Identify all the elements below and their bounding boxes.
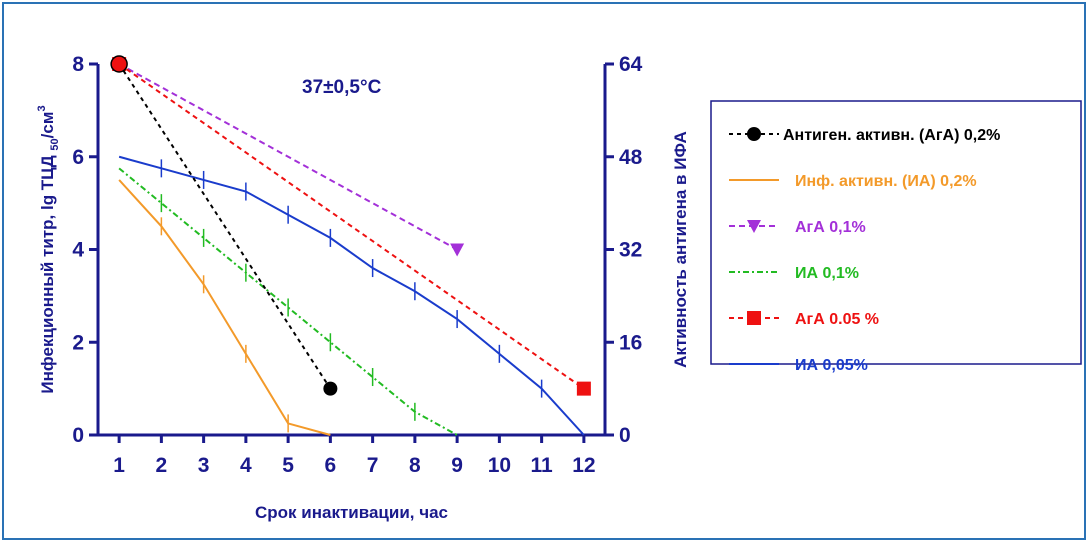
y-right-tick-label: 32 (619, 239, 642, 262)
data-point-circle (323, 381, 338, 396)
data-point-circle (747, 127, 761, 141)
series-layer (110, 55, 591, 436)
series-line (118, 155, 585, 436)
legend-label: АгА 0,1% (795, 219, 866, 236)
x-tick-label: 10 (488, 454, 511, 477)
legend-label: ИА 0,1% (795, 265, 859, 282)
y-right-tick-label: 64 (619, 53, 643, 76)
data-point-square (576, 381, 591, 396)
series-0 (112, 57, 338, 396)
y-left-tick-label: 4 (72, 239, 84, 262)
y-left-label-main: Инфекционный титр, lg ТЦД (38, 151, 57, 394)
y-left-label-sub: 50 (49, 138, 61, 150)
series-line (118, 167, 458, 436)
legend-label: Инф. активн. (ИА) 0,2% (795, 173, 977, 190)
data-point-square (747, 311, 761, 325)
legend-label: Антиген. активн. (АгА) 0,2% (783, 127, 1000, 144)
x-axis-label: Срок инактивации, час (255, 503, 448, 522)
legend-label: АгА 0.05 % (795, 311, 879, 328)
temperature-annotation: 37±0,5°C (302, 77, 382, 98)
series-line (118, 63, 332, 390)
y-left-tick-label: 8 (72, 53, 84, 76)
series-line (118, 63, 585, 390)
legend-label: ИА 0,05% (795, 357, 868, 374)
x-tick-label: 1 (113, 454, 125, 477)
x-tick-label: 6 (325, 454, 337, 477)
x-tick-label: 2 (156, 454, 168, 477)
data-point-triangle (747, 220, 761, 233)
y-right-tick-label: 0 (619, 424, 631, 447)
data-point-triangle (450, 243, 465, 257)
legend-box (710, 100, 1082, 365)
x-tick-label: 12 (572, 454, 595, 477)
y-right-tick-label: 16 (619, 331, 642, 354)
series-line (118, 63, 458, 251)
x-tick-label: 5 (282, 454, 294, 477)
y-left-label-after: /см (38, 112, 57, 139)
x-tick-label: 9 (451, 454, 463, 477)
y-left-tick-label: 6 (72, 146, 84, 169)
x-tick-label: 11 (531, 454, 554, 477)
y-left-tick-label: 2 (72, 331, 84, 354)
series-3 (118, 167, 458, 436)
series-1 (118, 179, 331, 436)
data-point-start (110, 55, 128, 73)
series-line (118, 179, 331, 436)
legend: Антиген. активн. (АгА) 0,2% Инф. активн. … (710, 100, 1082, 374)
start-point (110, 55, 128, 73)
y-right-axis-label: Активность антигена в ИФА (671, 131, 690, 368)
y-right-tick-label: 48 (619, 146, 643, 169)
x-tick-label: 3 (198, 454, 210, 477)
y-left-label-sup: 3 (36, 105, 48, 111)
x-tick-label: 4 (240, 454, 252, 477)
series-2 (112, 58, 465, 257)
y-left-axis-label: Инфекционный титр, lg ТЦД 50/см3 (36, 105, 61, 393)
y-left-tick-label: 0 (72, 424, 84, 447)
series-5 (118, 155, 585, 436)
x-tick-label: 8 (409, 454, 421, 477)
series-4 (112, 57, 591, 396)
x-tick-label: 7 (367, 454, 379, 477)
